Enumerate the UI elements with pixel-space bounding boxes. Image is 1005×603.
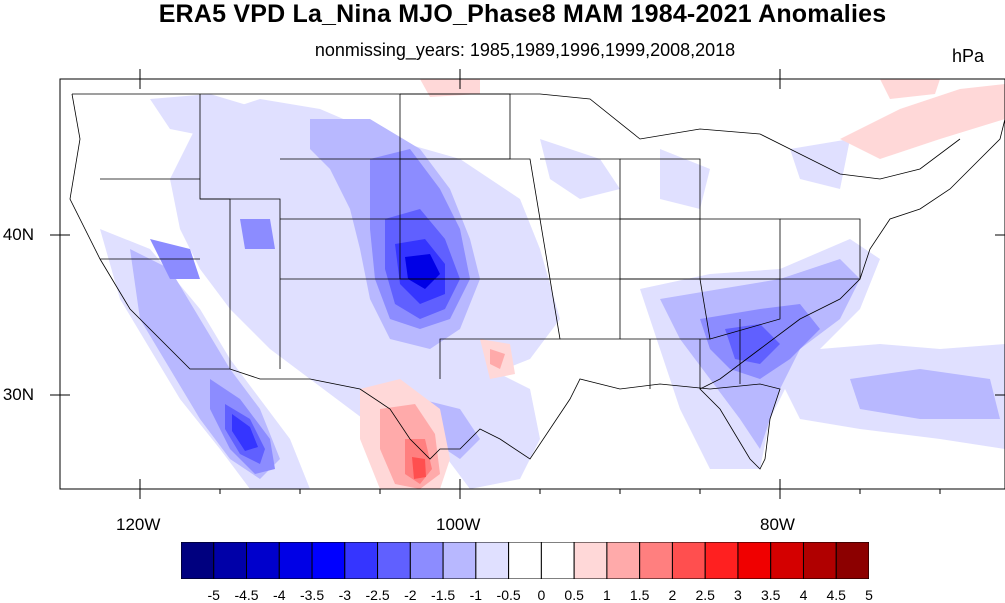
colorbar-label: 4 <box>799 587 808 603</box>
colorbar-swatch <box>181 542 215 579</box>
anomaly-field-deep-red <box>412 457 426 479</box>
map-subtitle: nonmissing_years: 1985,1989,1996,1999,20… <box>314 40 736 60</box>
colorbar-swatch <box>377 542 411 579</box>
colorbar-swatch <box>311 542 346 579</box>
colorbar-label: -4.5 <box>234 587 259 603</box>
map-title: ERA5 VPD La_Nina MJO_Phase8 MAM 1984-202… <box>158 0 887 28</box>
colorbar-label: 0 <box>537 587 546 603</box>
colorbar-swatch <box>606 542 641 579</box>
lat-label-40n: 40N <box>2 225 34 244</box>
inner-ticks <box>60 79 1005 489</box>
lon-label-100w: 100W <box>436 515 481 534</box>
colorbar-label: -4 <box>273 587 286 603</box>
colorbar-label: 5 <box>865 587 873 603</box>
colorbar-swatch <box>213 542 248 579</box>
lon-label-120w: 120W <box>116 515 161 534</box>
anomaly-map <box>60 79 1005 489</box>
colorbar-label: -3 <box>338 587 352 603</box>
colorbar-swatch <box>278 542 313 579</box>
colorbar-swatch <box>508 542 542 579</box>
colorbar-label: 0.5 <box>564 587 584 603</box>
units-label: hPa <box>952 46 985 66</box>
colorbar-label: -2.5 <box>365 587 390 603</box>
colorbar-label: -3.5 <box>299 587 325 603</box>
lat-label-30n: 30N <box>2 385 34 404</box>
colorbar-swatch <box>409 542 444 579</box>
colorbar-label: 4.5 <box>826 587 846 603</box>
colorbar-label: 2.5 <box>695 587 715 603</box>
colorbar-label: -1.5 <box>431 587 456 603</box>
colorbar-label: 1 <box>602 587 611 603</box>
lon-label-80w: 80W <box>760 515 795 534</box>
colorbar-swatch <box>475 542 510 579</box>
colorbar-swatch <box>737 542 772 579</box>
colorbar-label: 1.5 <box>629 587 650 603</box>
colorbar-swatch <box>704 542 739 579</box>
colorbar-swatch <box>802 542 837 579</box>
anomaly-field-darkest-blue <box>405 254 440 289</box>
colorbar-label: 3.5 <box>760 587 781 603</box>
colorbar-swatch <box>540 542 575 579</box>
colorbar-swatch <box>573 542 608 579</box>
colorbar-swatch <box>671 542 706 579</box>
map-panel <box>60 79 1005 489</box>
colorbar-swatch <box>442 542 477 579</box>
colorbar-label: -0.5 <box>496 587 521 603</box>
colorbar-label: 3 <box>734 587 742 603</box>
colorbar-label: -1 <box>469 587 483 603</box>
colorbar-swatch <box>639 542 673 579</box>
colorbar-label: -2 <box>404 587 417 603</box>
colorbar-label: -5 <box>207 587 220 603</box>
colorbar-label: 2 <box>668 587 677 603</box>
colorbar <box>181 542 869 579</box>
state-borders <box>69 93 1005 470</box>
colorbar-swatch <box>770 542 804 579</box>
colorbar-swatch <box>835 542 869 579</box>
colorbar-swatch <box>344 542 379 579</box>
colorbar-swatch <box>246 542 280 579</box>
